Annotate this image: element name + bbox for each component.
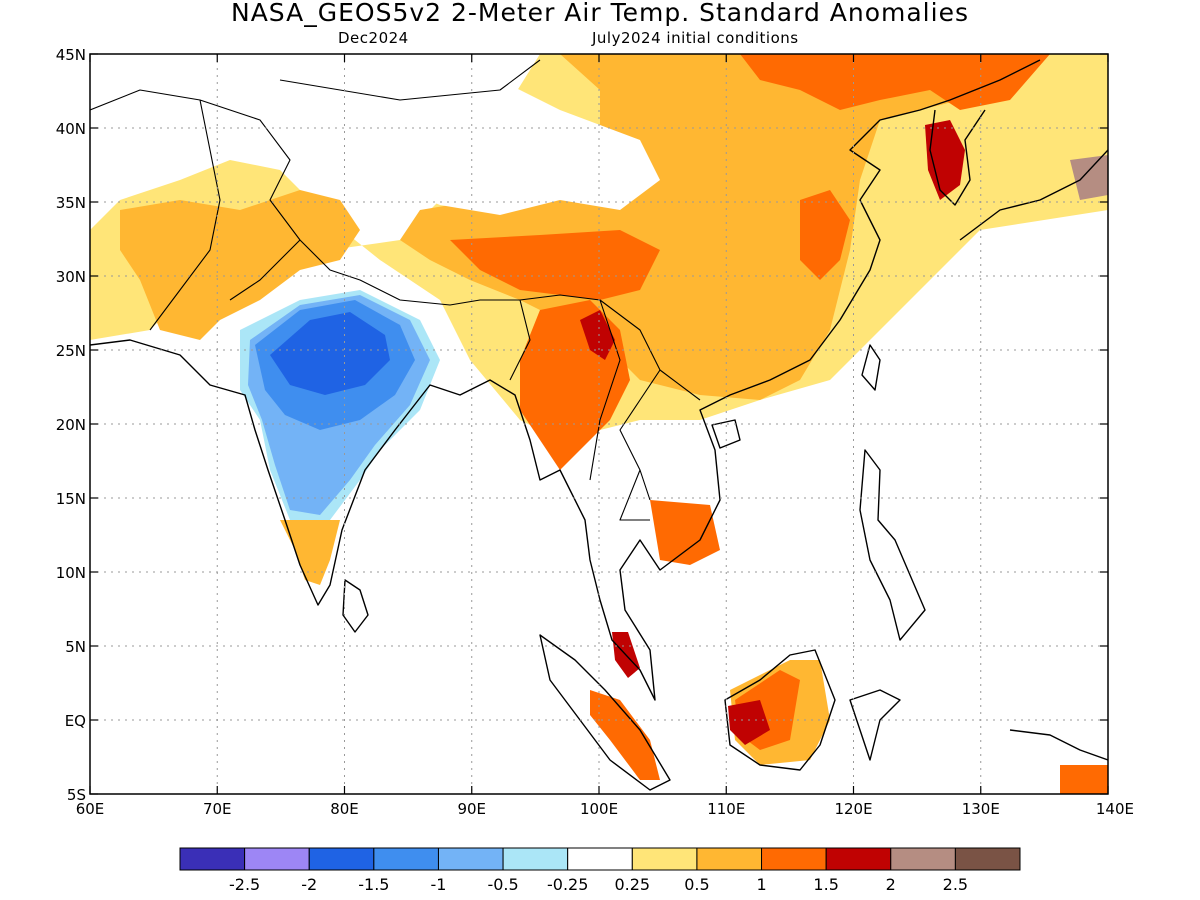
anomaly-region-east-china-hot — [800, 190, 850, 280]
anomaly-region-north-cool — [240, 70, 660, 215]
colorbar-swatch-6 — [567, 847, 633, 871]
lon-label-90E: 90E — [457, 800, 486, 818]
colorbar-label-6: 0.25 — [614, 875, 650, 894]
lat-label-25N: 25N — [56, 342, 86, 360]
lat-label-30N: 30N — [56, 268, 86, 286]
anomaly-region-myanmar-core — [580, 310, 615, 360]
colorbar-label-11: 2.5 — [943, 875, 968, 894]
anomaly-region-northeast-hot — [740, 54, 1050, 110]
colorbar-swatch-0 — [179, 847, 246, 871]
anomaly-region-japan-warm — [1070, 155, 1108, 200]
coastline-borneo — [724, 649, 836, 771]
lon-label-130E: 130E — [962, 800, 1000, 818]
coastline-philippines — [859, 449, 926, 641]
anomaly-region-korea-hot — [925, 120, 965, 200]
colorbar-label-4: -0.5 — [487, 875, 518, 894]
colorbar-swatch-7 — [631, 847, 698, 871]
lon-label-80E: 80E — [330, 800, 359, 818]
colorbar-swatch-10 — [825, 847, 892, 871]
colorbar-swatch-8 — [696, 847, 763, 871]
colorbar-swatch-11 — [890, 847, 956, 871]
anomaly-region-india-coldest — [270, 312, 390, 395]
grid-lines — [90, 54, 1108, 794]
lat-label-45N: 45N — [56, 46, 86, 64]
lat-label-15N: 15N — [56, 490, 86, 508]
lat-label-5S: 5S — [67, 786, 86, 804]
coastline-new-guinea — [1009, 729, 1108, 761]
colorbar-label-10: 2 — [886, 875, 896, 894]
colorbar — [179, 847, 1021, 871]
colorbar-label-0: -2.5 — [229, 875, 260, 894]
coastline-sri-lanka — [342, 579, 369, 633]
lon-tick-labels: 60E 70E 80E 90E 100E 110E 120E 130E 140E — [76, 800, 1134, 818]
axis-ticks — [89, 53, 1109, 795]
colorbar-label-8: 1 — [756, 875, 766, 894]
lat-label-20N: 20N — [56, 416, 86, 434]
anomaly-region-tibet-hot — [450, 230, 660, 300]
forecast-month: Dec2024 — [338, 29, 409, 47]
colorbar-swatch-4 — [437, 847, 504, 871]
colorbar-swatch-1 — [244, 847, 310, 871]
colorbar-label-5: -0.25 — [547, 875, 588, 894]
initial-conditions: July2024 initial conditions — [592, 29, 799, 47]
anomaly-region-vietnam-warm — [650, 500, 720, 565]
anomaly-region-sumatra-warm — [590, 690, 660, 780]
colorbar-swatch-9 — [761, 847, 827, 871]
colorbar-swatch-5 — [502, 847, 569, 871]
colorbar-swatch-2 — [308, 847, 375, 871]
colorbar-labels: -2.5 -2 -1.5 -1 -0.5 -0.25 0.25 0.5 1 1.5 2 2.5 — [229, 875, 968, 894]
lon-label-70E: 70E — [203, 800, 232, 818]
colorbar-label-1: -2 — [301, 875, 317, 894]
colorbar-label-3: -1 — [430, 875, 446, 894]
colorbar-swatch-12 — [954, 847, 1021, 871]
anomaly-region-myanmar-hot — [520, 300, 630, 470]
lat-label-40N: 40N — [56, 120, 86, 138]
lat-tick-labels: 45N 40N 35N 30N 25N 20N 15N 10N 5N EQ 5S — [56, 46, 86, 804]
lat-label-5N: 5N — [65, 638, 86, 656]
coastline-sumatra — [539, 634, 671, 791]
colorbar-label-2: -1.5 — [358, 875, 389, 894]
border-lines — [90, 59, 701, 521]
lon-label-140E: 140E — [1096, 800, 1134, 818]
colorbar-label-9: 1.5 — [813, 875, 838, 894]
lat-label-10N: 10N — [56, 564, 86, 582]
lon-label-100E: 100E — [580, 800, 618, 818]
colorbar-label-7: 0.5 — [684, 875, 709, 894]
anomaly-region-new-guinea-warm — [1060, 765, 1108, 794]
coastline-korea — [929, 109, 986, 206]
anomaly-region-south-india-warm — [280, 520, 340, 585]
coastlines — [90, 59, 1108, 791]
lon-label-60E: 60E — [76, 800, 105, 818]
chart-title: NASA_GEOS5v2 2-Meter Air Temp. Standard … — [231, 0, 969, 27]
lon-label-110E: 110E — [707, 800, 745, 818]
lat-label-35N: 35N — [56, 194, 86, 212]
coastline-mainland — [90, 59, 1041, 701]
anomaly-region-borneo-core — [728, 700, 770, 745]
lat-label-EQ: EQ — [65, 712, 86, 730]
coastline-japan — [959, 149, 1108, 241]
coastline-sulawesi — [849, 689, 901, 761]
anomaly-region-west-warm — [120, 190, 360, 340]
coastline-taiwan — [861, 344, 881, 391]
colorbar-swatch-3 — [373, 847, 439, 871]
lon-label-120E: 120E — [834, 800, 872, 818]
coastline-hainan — [711, 419, 741, 449]
